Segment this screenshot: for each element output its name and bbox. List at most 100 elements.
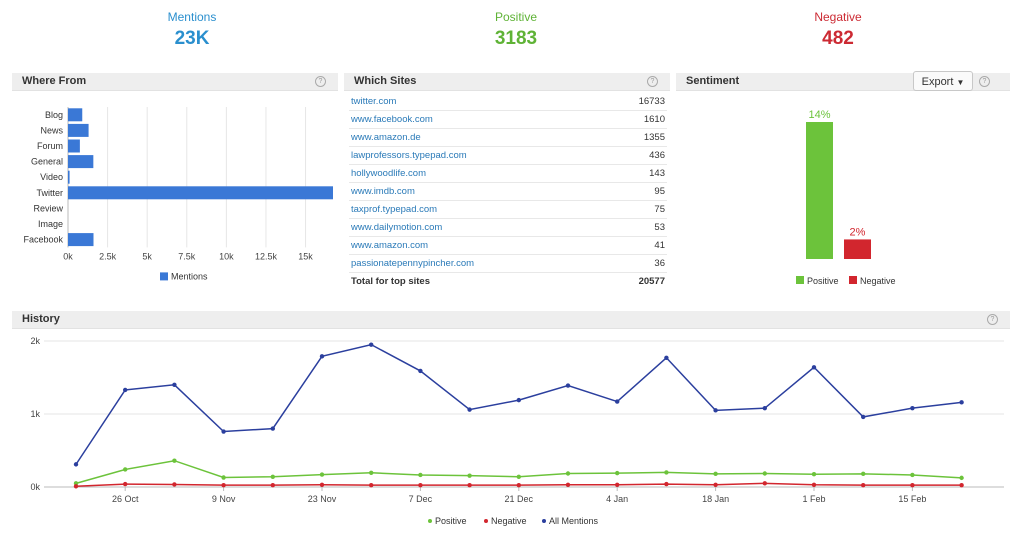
site-link[interactable]: taxprof.typepad.com xyxy=(351,204,438,215)
table-row: www.imdb.com 95 xyxy=(349,182,667,201)
data-point xyxy=(467,482,472,488)
data-point xyxy=(615,399,620,404)
data-point xyxy=(762,471,767,476)
bar xyxy=(68,123,89,137)
data-point xyxy=(221,475,226,480)
where-from-header: Where From ? xyxy=(12,73,338,91)
site-count: 95 xyxy=(605,182,667,201)
table-row: lawprofessors.typepad.com 436 xyxy=(349,146,667,165)
data-point xyxy=(270,426,275,431)
legend-label: Positive xyxy=(807,276,839,286)
site-cell: twitter.com xyxy=(349,93,606,111)
site-link[interactable]: www.imdb.com xyxy=(351,186,415,197)
site-link[interactable]: lawprofessors.typepad.com xyxy=(351,150,467,161)
help-icon[interactable]: ? xyxy=(647,76,658,87)
history-header: History ? xyxy=(12,311,1010,329)
sentiment-panel: Sentiment Export ▼ ? 14% 2% Positive Negati… xyxy=(676,71,1010,293)
kpi-mentions-value: 23K xyxy=(174,28,210,49)
site-cell: passionatepennypincher.com xyxy=(349,254,606,273)
x-tick-label: 1 Feb xyxy=(802,494,825,504)
legend-swatch xyxy=(160,272,168,281)
data-point xyxy=(319,482,325,488)
series-line xyxy=(75,343,962,465)
x-tick-label: 4 Jan xyxy=(606,494,628,504)
x-tick-label: 7 Dec xyxy=(409,494,433,504)
x-tick-label: 26 Oct xyxy=(112,494,139,504)
data-point xyxy=(172,382,177,387)
y-tick-label: 2k xyxy=(30,336,40,346)
x-tick-label: 18 Jan xyxy=(702,494,729,504)
data-point xyxy=(123,387,128,393)
help-icon[interactable]: ? xyxy=(987,314,998,325)
data-point xyxy=(516,482,521,488)
data-point xyxy=(664,470,669,475)
data-point xyxy=(565,482,571,488)
history-chart: 2k 1k 0k 26 Oct 9 Nov 23 Nov 7 Dec 21 Dec 4 Jan 1… xyxy=(30,336,1004,526)
x-tick-label: 7.5k xyxy=(178,251,196,261)
kpi-mentions-label: Mentions xyxy=(167,10,217,24)
data-point xyxy=(811,365,817,370)
site-link[interactable]: www.dailymotion.com xyxy=(351,222,443,233)
sentiment-chart: 14% 2% Positive Negative xyxy=(796,109,896,286)
export-label: Export xyxy=(921,76,954,88)
table-row: www.dailymotion.com 53 xyxy=(349,218,667,237)
data-point xyxy=(123,467,128,472)
chevron-down-icon: ▼ xyxy=(956,78,965,87)
bar xyxy=(68,155,94,169)
x-tick-label: 5k xyxy=(142,251,152,261)
which-sites-title: Which Sites xyxy=(354,75,417,87)
legend-swatch xyxy=(796,276,804,284)
x-tick-label: 23 Nov xyxy=(308,494,337,504)
legend-marker xyxy=(428,519,432,523)
data-point xyxy=(172,482,177,487)
site-link[interactable]: www.facebook.com xyxy=(351,114,433,125)
site-count: 436 xyxy=(605,146,667,165)
data-point xyxy=(910,405,915,411)
category-label: Blog xyxy=(45,110,63,120)
data-point xyxy=(467,473,472,478)
site-count: 1355 xyxy=(605,128,667,147)
kpi-negative-label: Negative xyxy=(814,10,862,24)
data-point xyxy=(615,482,620,488)
where-from-panel: Where From ? 0k 2.5k 5k 7.5k 10k 12.5k 15k Blog… xyxy=(12,73,338,293)
x-tick-label: 21 Dec xyxy=(505,494,534,504)
y-tick-label: 1k xyxy=(30,409,40,419)
data-label: 2% xyxy=(850,226,866,238)
data-point xyxy=(270,482,275,488)
export-button[interactable]: Export ▼ xyxy=(913,71,973,91)
data-point xyxy=(369,342,374,347)
legend-label: Mentions xyxy=(171,271,208,281)
category-label: News xyxy=(40,125,63,135)
category-label: Review xyxy=(33,203,63,213)
site-link[interactable]: www.amazon.de xyxy=(351,132,421,143)
help-icon[interactable]: ? xyxy=(979,76,990,87)
site-link[interactable]: hollywoodlife.com xyxy=(351,168,426,179)
site-link[interactable]: twitter.com xyxy=(351,96,397,107)
x-tick-label: 0k xyxy=(63,251,73,261)
data-point xyxy=(319,354,325,359)
kpi-positive: Positive 3183 xyxy=(416,10,616,50)
data-point xyxy=(811,472,817,477)
data-point xyxy=(713,482,718,488)
data-point xyxy=(910,472,915,478)
data-point xyxy=(811,482,817,488)
table-row: www.facebook.com 1610 xyxy=(349,110,667,129)
x-tick-label: 2.5k xyxy=(99,251,117,261)
site-link[interactable]: passionatepennypincher.com xyxy=(351,258,475,269)
help-icon[interactable]: ? xyxy=(315,76,326,87)
site-cell: taxprof.typepad.com xyxy=(349,200,606,219)
data-point xyxy=(221,482,226,488)
data-point xyxy=(664,481,669,487)
sites-table: twitter.com 16733 www.facebook.com 1610 www.… xyxy=(349,93,667,290)
where-from-chart: 0k 2.5k 5k 7.5k 10k 12.5k 15k Blog News Forum Gene… xyxy=(23,107,333,281)
data-point xyxy=(565,383,571,388)
site-link[interactable]: www.amazon.com xyxy=(351,240,429,251)
sentiment-header: Sentiment Export ▼ ? xyxy=(676,71,1010,91)
legend-marker xyxy=(484,519,488,523)
data-point xyxy=(418,368,423,374)
which-sites-panel: Which Sites ? twitter.com 16733 www.facebo… xyxy=(344,73,670,293)
site-count: 75 xyxy=(605,200,667,219)
site-count: 16733 xyxy=(605,93,667,111)
site-count: 41 xyxy=(605,236,667,255)
x-tick-label: 9 Nov xyxy=(212,494,236,504)
